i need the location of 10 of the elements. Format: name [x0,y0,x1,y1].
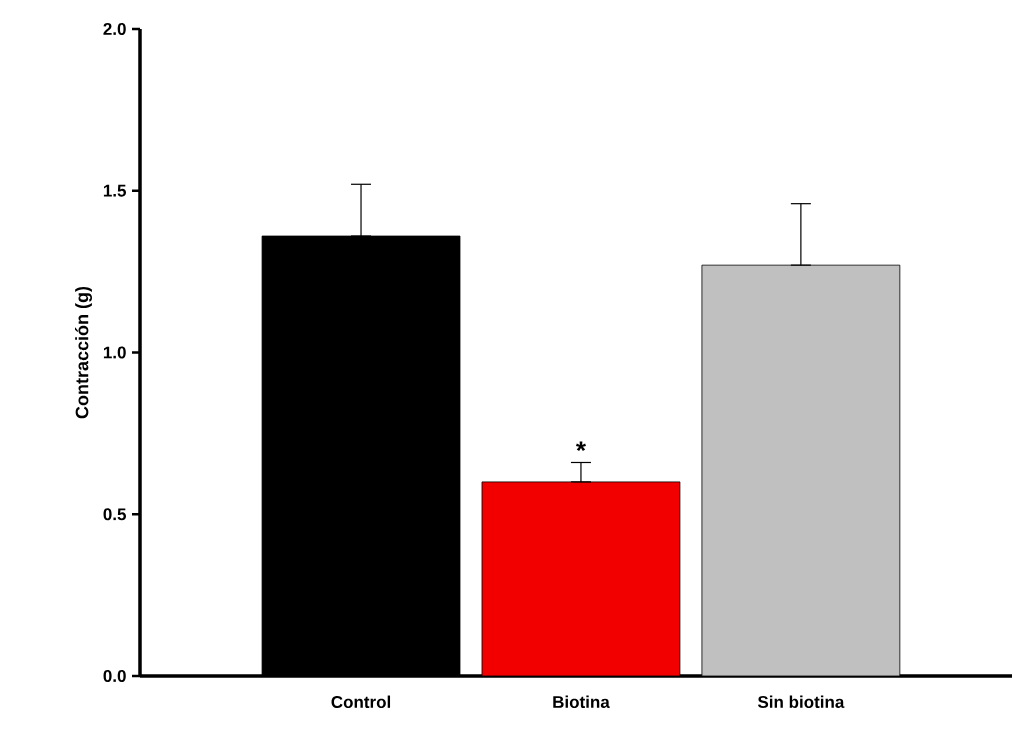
y-tick-label: 2.0 [103,22,126,36]
x-tick-label: Control [331,695,391,709]
y-tick-label: 0.0 [103,669,126,683]
x-tick-label: Sin biotina [757,695,845,709]
y-tick-label: 0.5 [103,508,127,521]
annotation: * [575,441,586,452]
y-axis-title: Contracción (g) [74,286,92,419]
x-tick-label: Biotina [553,695,610,709]
y-tick-label: 1.5 [103,184,127,197]
y-tick-label: 1.0 [103,346,126,359]
